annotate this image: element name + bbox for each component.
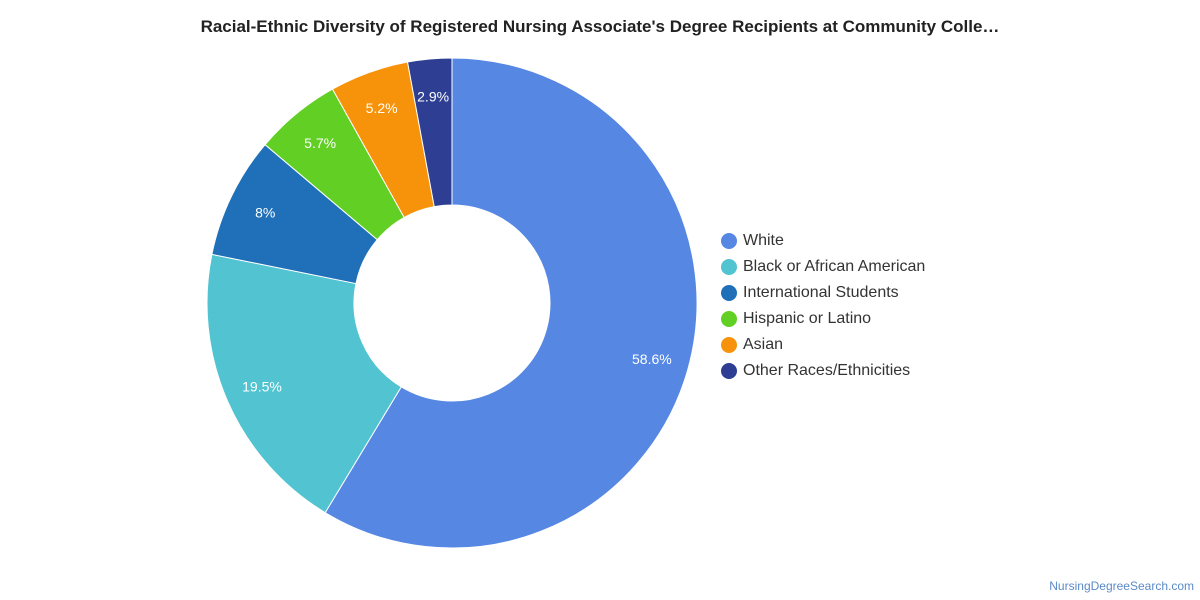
legend-dot-icon [721, 363, 737, 379]
source-credit-link[interactable]: NursingDegreeSearch.com [1049, 579, 1194, 593]
legend-label: Hispanic or Latino [743, 310, 872, 327]
slice-other-races-ethnicities[interactable] [406, 57, 453, 208]
legend-label: Black or African American [743, 258, 926, 275]
legend-label: Other Races/Ethnicities [743, 362, 911, 379]
slice-labels-group: 58.6% 19.5% 8% 5.7% 5.2% 2.9% [242, 88, 672, 394]
legend-dot-icon [721, 259, 737, 275]
slices-group [206, 57, 698, 549]
slice-label-asian: 5.2% [366, 100, 398, 116]
legend-label: Asian [743, 336, 784, 353]
legend-dot-icon [721, 233, 737, 249]
slice-label-hispanic-or-latino: 5.7% [304, 135, 336, 151]
legend-item-black-or-african-american[interactable]: Black or African American [721, 254, 925, 280]
chart-title: Racial-Ethnic Diversity of Registered Nu… [200, 17, 1000, 36]
legend-dot-icon [721, 285, 737, 301]
legend-label: White [743, 232, 784, 249]
slice-label-black-or-african-american: 19.5% [242, 378, 282, 394]
legend-item-asian[interactable]: Asian [721, 332, 925, 358]
legend-item-white[interactable]: White [721, 228, 925, 254]
slice-label-international-students: 8% [255, 205, 275, 221]
legend: White Black or African American Internatio… [721, 228, 925, 384]
legend-dot-icon [721, 337, 737, 353]
legend-item-international-students[interactable]: International Students [721, 280, 925, 306]
legend-item-other-races-ethnicities[interactable]: Other Races/Ethnicities [721, 358, 925, 384]
slice-label-white: 58.6% [632, 351, 672, 367]
legend-item-hispanic-or-latino[interactable]: Hispanic or Latino [721, 306, 925, 332]
legend-label: International Students [743, 284, 899, 301]
slice-white[interactable] [324, 57, 698, 549]
legend-dot-icon [721, 311, 737, 327]
slice-black-or-african-american[interactable] [206, 253, 402, 514]
slice-label-other-races-ethnicities: 2.9% [417, 88, 449, 104]
